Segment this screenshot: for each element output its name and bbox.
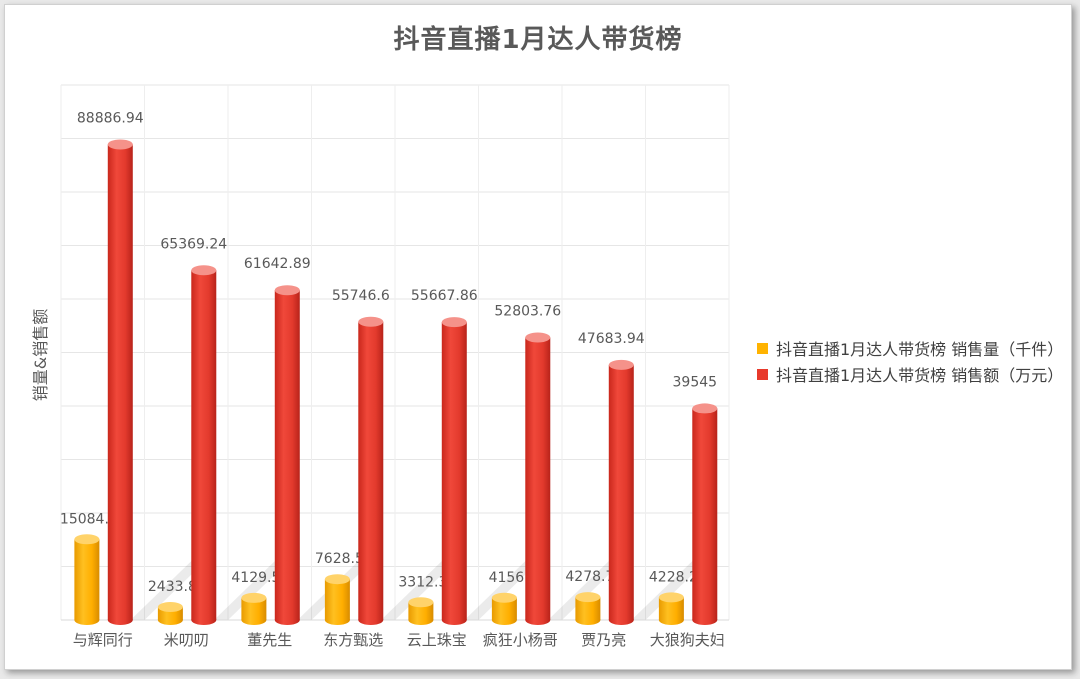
data-label-revenue: 55667.86 bbox=[411, 288, 478, 304]
x-tick-label: 云上珠宝 bbox=[407, 631, 467, 649]
bar-quantity bbox=[74, 539, 100, 620]
chart-plot: 15084.7 88886.94 与辉同行 2433.8 65369.24 米叨叨 4129… bbox=[60, 84, 730, 649]
bar-revenue bbox=[107, 144, 133, 620]
bar-quantity bbox=[324, 579, 350, 620]
bar-revenue-base bbox=[358, 615, 384, 625]
bar-quantity-base bbox=[408, 615, 434, 625]
bar-quantity bbox=[241, 597, 267, 620]
x-tick-label: 董先生 bbox=[247, 631, 292, 649]
bar-quantity bbox=[658, 597, 684, 620]
x-tick-label: 大狼狗夫妇 bbox=[650, 631, 725, 649]
bar-quantity-base bbox=[575, 615, 601, 625]
legend-item-quantity[interactable]: 抖音直播1月达人带货榜 销售量（千件） bbox=[757, 335, 1063, 361]
bar-shadow bbox=[548, 558, 626, 620]
bar-revenue-base bbox=[608, 615, 634, 625]
bar-quantity-base bbox=[157, 615, 183, 625]
chart-legend: 抖音直播1月达人带货榜 销售量（千件） 抖音直播1月达人带货榜 销售额（万元） bbox=[757, 335, 1063, 387]
x-tick-label: 疯狂小杨哥 bbox=[483, 631, 558, 649]
data-label-quantity: 4156 bbox=[489, 570, 525, 586]
bar-revenue-cap bbox=[107, 139, 133, 150]
bar-revenue bbox=[608, 364, 634, 620]
bar-revenue bbox=[692, 408, 718, 620]
bar-quantity bbox=[408, 602, 434, 620]
bar-revenue bbox=[191, 270, 217, 620]
x-tick-label: 东方甄选 bbox=[323, 631, 383, 649]
chart-title: 抖音直播1月达人带货榜 bbox=[393, 25, 683, 55]
bar-revenue-base bbox=[441, 615, 467, 625]
bar-revenue-cap bbox=[441, 317, 467, 328]
bar-quantity-cap bbox=[74, 534, 100, 545]
data-label-revenue: 52803.76 bbox=[494, 303, 561, 319]
bar-revenue-cap bbox=[191, 265, 217, 276]
bar-quantity-cap bbox=[324, 574, 350, 585]
x-tick-label: 与辉同行 bbox=[73, 631, 133, 649]
x-tick-label: 米叨叨 bbox=[164, 631, 209, 649]
bar-quantity-base bbox=[658, 615, 684, 625]
bar-revenue-base bbox=[274, 615, 300, 625]
bar-quantity-cap bbox=[157, 601, 183, 612]
bar-shadow bbox=[130, 558, 209, 620]
bar-revenue-cap bbox=[274, 285, 300, 296]
bar-revenue-base bbox=[525, 615, 551, 625]
bar-shadow bbox=[464, 558, 543, 620]
bar-shadow bbox=[214, 558, 292, 620]
legend-swatch-revenue bbox=[757, 368, 768, 380]
bar-quantity-base bbox=[491, 615, 517, 625]
data-label-revenue: 61642.89 bbox=[244, 256, 311, 272]
bar-quantity-cap bbox=[658, 592, 684, 603]
bar-revenue-cap bbox=[358, 316, 384, 327]
data-label-quantity: 4129.5 bbox=[231, 570, 280, 586]
data-label-quantity: 4278.7 bbox=[565, 569, 614, 585]
bar-quantity-base bbox=[74, 615, 100, 625]
data-label-quantity: 15084.7 bbox=[60, 511, 118, 527]
bar-quantity-base bbox=[241, 615, 267, 625]
data-label-quantity: 2433.8 bbox=[148, 579, 197, 595]
bar-revenue-base bbox=[107, 615, 133, 625]
legend-label-quantity: 抖音直播1月达人带货榜 销售量（千件） bbox=[776, 340, 1064, 359]
bar-shadow bbox=[381, 558, 459, 620]
legend-swatch-quantity bbox=[757, 342, 768, 354]
bar-revenue bbox=[525, 337, 551, 620]
data-label-quantity: 4228.2 bbox=[649, 569, 698, 585]
chart-frame: 抖音直播1月达人带货榜 销量&销售额 15084.7 88886.94 与辉同行 24… bbox=[4, 4, 1072, 670]
bar-revenue-cap bbox=[525, 332, 551, 343]
data-label-quantity: 7628.5 bbox=[315, 551, 364, 567]
bar-revenue-base bbox=[692, 615, 718, 625]
data-label-revenue: 47683.94 bbox=[578, 331, 645, 347]
x-tick-label: 贾乃亮 bbox=[581, 631, 626, 649]
data-label-revenue: 55746.6 bbox=[332, 288, 390, 304]
bar-revenue-cap bbox=[692, 403, 718, 414]
bar-shadow bbox=[631, 558, 710, 620]
legend-item-revenue[interactable]: 抖音直播1月达人带货榜 销售额（万元） bbox=[757, 361, 1063, 387]
bar-revenue bbox=[274, 290, 300, 620]
bar-quantity bbox=[575, 597, 601, 620]
bar-quantity-cap bbox=[408, 597, 434, 608]
bar-revenue bbox=[358, 321, 384, 620]
bar-revenue-base bbox=[191, 615, 217, 625]
bar-revenue-cap bbox=[608, 359, 634, 370]
bar-quantity-cap bbox=[491, 592, 517, 603]
data-label-quantity: 3312.3 bbox=[398, 574, 447, 590]
bar-quantity-cap bbox=[241, 592, 267, 603]
bar-quantity-base bbox=[324, 615, 350, 625]
bar-quantity bbox=[491, 597, 517, 620]
bar-revenue bbox=[441, 322, 467, 620]
bar-quantity-cap bbox=[575, 592, 601, 603]
data-label-revenue: 39545 bbox=[673, 374, 718, 390]
legend-label-revenue: 抖音直播1月达人带货榜 销售额（万元） bbox=[776, 366, 1064, 385]
data-label-revenue: 65369.24 bbox=[160, 236, 227, 252]
data-label-revenue: 88886.94 bbox=[77, 110, 144, 126]
